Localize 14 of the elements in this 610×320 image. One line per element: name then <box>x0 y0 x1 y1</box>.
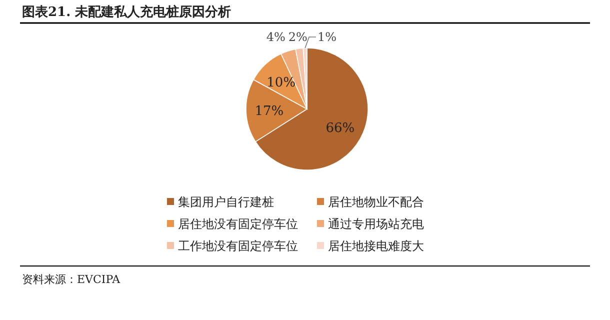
legend-label: 集团用户自行建桩 <box>178 195 274 209</box>
data-label: 17% <box>254 104 284 120</box>
data-label: 1% <box>317 30 337 44</box>
data-label: 10% <box>266 75 296 90</box>
legend-label: 工作地没有固定停车位 <box>178 239 298 253</box>
data-label: 4% <box>266 30 286 44</box>
chart-title: 图表21. 未配建私人充电桩原因分析 <box>22 4 232 20</box>
legend-label: 居住地接电难度大 <box>328 239 424 253</box>
data-label: 2% <box>288 30 308 44</box>
legend-label: 居住地没有固定停车位 <box>178 217 298 231</box>
text: 资料来源：EVCIPA <box>22 273 122 286</box>
legend-label: 居住地物业不配合 <box>328 195 424 209</box>
data-label: 66% <box>326 121 355 136</box>
legend-label: 通过专用场站充电 <box>328 217 424 231</box>
